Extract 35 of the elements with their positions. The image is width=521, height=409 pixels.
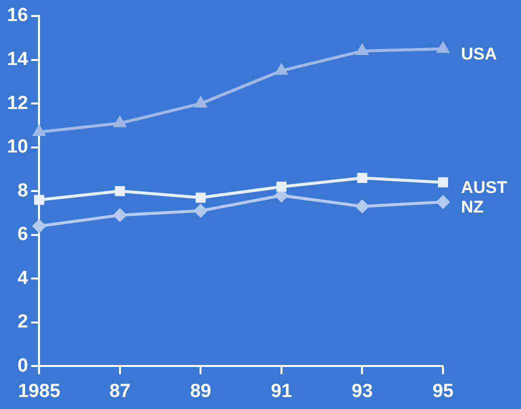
point xyxy=(276,182,286,192)
y-tick-label: 8 xyxy=(18,180,28,202)
x-tick-label: 87 xyxy=(109,380,130,402)
point xyxy=(32,220,46,233)
point xyxy=(114,116,126,128)
point xyxy=(437,42,449,53)
y-tick-label: 0 xyxy=(18,355,28,376)
y-tick-label: 14 xyxy=(6,49,29,70)
x-tick-label: 89 xyxy=(190,380,212,402)
x-tick-label: 91 xyxy=(270,380,292,402)
point xyxy=(113,208,126,222)
point xyxy=(34,194,44,205)
point xyxy=(194,97,207,108)
y-tick-label: 6 xyxy=(18,224,28,246)
series-label: AUST xyxy=(461,178,508,198)
y-tick-label: 10 xyxy=(6,136,28,158)
point xyxy=(356,200,369,213)
series-label: NZ xyxy=(461,198,484,217)
point xyxy=(436,196,450,209)
point xyxy=(438,177,448,188)
point xyxy=(194,204,208,218)
y-tick-label: 2 xyxy=(18,312,28,333)
point xyxy=(356,44,368,56)
point xyxy=(196,192,206,203)
x-tick-label: 93 xyxy=(352,380,373,402)
y-tick-label: 16 xyxy=(6,5,28,26)
x-tick-label: 1985 xyxy=(18,380,61,402)
point xyxy=(357,172,368,184)
point xyxy=(114,186,125,196)
series-label: USA xyxy=(461,44,497,64)
y-tick-label: 12 xyxy=(6,92,28,114)
point xyxy=(33,126,45,136)
point xyxy=(276,64,288,75)
y-tick-label: 4 xyxy=(18,268,29,289)
x-tick-label: 95 xyxy=(432,380,454,402)
